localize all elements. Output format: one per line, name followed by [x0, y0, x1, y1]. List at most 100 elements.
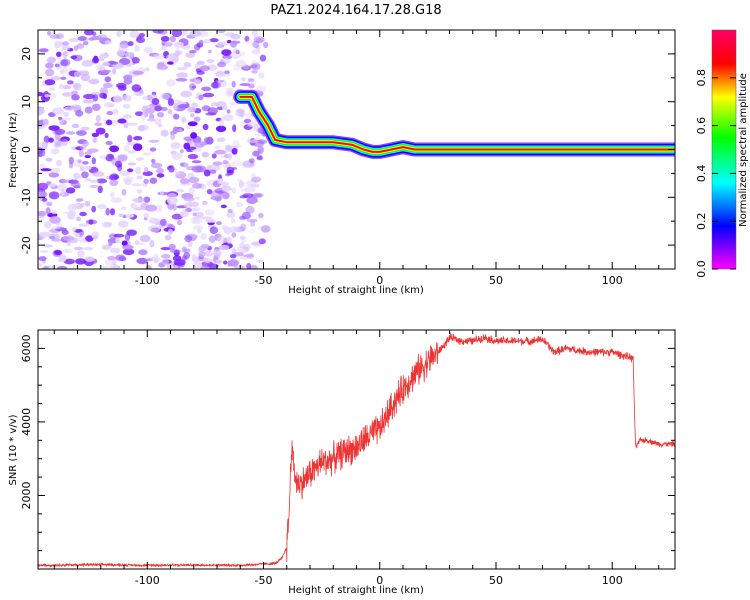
spectrogram-noise-blob [225, 173, 231, 177]
spectrogram-y-ticks: -20 -10 0 10 20 [20, 29, 675, 270]
spectrogram-noise-blob [149, 177, 158, 184]
spectrogram-noise-blob [237, 178, 242, 182]
snr-y-tick-label: 2000 [20, 481, 33, 509]
spectrogram-noise-blob [239, 195, 249, 199]
spectrogram-noise-blob [156, 173, 165, 178]
spectrogram-noise-blob [143, 46, 154, 54]
spectrogram-noise-blob [157, 112, 165, 118]
spectrogram-noise-blob [78, 223, 90, 227]
spectrogram-noise-blob [159, 190, 164, 196]
spectrogram-noise-blob [222, 114, 234, 122]
spectrogram-noise-blob [38, 147, 44, 155]
spectrogram-noise-blob [227, 209, 233, 213]
spectrogram-noise-blob [134, 111, 144, 117]
spectrogram-noise-blob [173, 41, 184, 48]
spectrogram-noise-blob [259, 54, 267, 62]
spectrogram-noise-blob [242, 160, 251, 169]
spectrogram-noise-blob [119, 170, 131, 176]
spectrogram-noise-blob [198, 39, 204, 45]
spectrogram-noise-blob [238, 51, 245, 57]
spectrogram-noise-blob [145, 107, 155, 114]
spectrogram-noise-blob [127, 134, 133, 143]
spectrogram-noise-blob [148, 217, 159, 224]
spectrogram-noise-blob [212, 161, 223, 166]
spectrogram-noise-blob [130, 203, 138, 209]
spectrogram-noise-blob [236, 202, 244, 207]
spectrogram-noise-blob [53, 250, 62, 256]
spectrogram-noise-blob [102, 82, 113, 89]
spectrogram-noise-blob [246, 80, 257, 85]
spectrogram-noise-blob [230, 40, 237, 48]
spectrogram-noise-blob [252, 150, 260, 157]
spectrogram-noise-blob [183, 62, 192, 68]
spectrogram-noise-blob [106, 110, 114, 116]
spectrogram-noise-blob [80, 73, 91, 82]
spectrogram-noise-blob [160, 218, 167, 227]
spectrogram-noise-blob [80, 203, 85, 208]
spectrogram-noise-blob [121, 189, 127, 196]
spectrogram-noise-blob [108, 175, 114, 181]
spectrogram-noise-blob [209, 38, 219, 43]
spectrogram-noise-blob [249, 179, 259, 184]
spectrogram-noise-blob [62, 51, 69, 57]
spectrogram-noise-blob [147, 118, 156, 122]
spectrogram-noise-blob [214, 149, 227, 155]
spectrogram-noise-blob [197, 228, 202, 234]
spectrogram-noise-blob [56, 265, 68, 269]
spectrogram-noise-blob [198, 94, 204, 101]
spectrogram-noise-blob [82, 161, 89, 165]
spectrogram-noise-blob [239, 256, 249, 260]
snr-y-ticks: 2000 4000 6000 [20, 329, 675, 570]
spectrogram-noise-blob [95, 127, 106, 135]
spectrogram-noise-blob [191, 102, 198, 108]
spectrogram-noise-blob [77, 159, 82, 164]
spectrogram-noise-blob [120, 206, 127, 211]
spectrogram-noise-blob [224, 70, 230, 75]
spectrogram-noise-blob [38, 215, 46, 219]
spectrogram-noise-blob [177, 219, 183, 226]
spectrogram-noise-blob [113, 233, 125, 238]
spectrogram-noise-blob [81, 171, 89, 179]
spectrogram-noise-blob [109, 179, 119, 186]
spectrogram-noise-blob [175, 171, 180, 176]
spectrogram-noise-blob [104, 132, 109, 138]
spectrogram-noise-blob [136, 189, 143, 194]
spectrogram-noise-blob [132, 70, 144, 75]
spectrogram-noise-blob [258, 212, 264, 219]
spectrogram-noise-blob [256, 259, 264, 264]
colorbar-frame [711, 29, 737, 270]
spectrogram-ridge [233, 89, 675, 159]
spectrogram-noise-blob [224, 144, 232, 152]
spectrogram-noise-blob [72, 83, 80, 89]
spectrogram-noise-blob [231, 80, 236, 88]
spectrogram-noise-blob [204, 250, 213, 257]
spectrogram-noise-blob [238, 180, 244, 189]
spectrogram-noise-blob [108, 241, 113, 247]
spectrogram-noise-blob [179, 178, 190, 185]
spectrogram-noise-blob [82, 247, 94, 251]
spectrogram-noise-blob [177, 128, 183, 132]
spectrogram-noise-blob [96, 178, 108, 184]
spectrogram-noise-blob [229, 226, 239, 233]
spectrogram-noise-blob [119, 58, 131, 65]
spectrogram-noise-blob [110, 191, 115, 199]
spectrogram-noise-blob [240, 188, 249, 193]
spectrogram-noise-blob [38, 142, 43, 147]
spectrogram-noise-blob [62, 117, 72, 121]
spectrogram-noise-blob [45, 157, 53, 162]
spectrogram-noise-blob [173, 258, 186, 266]
spectrogram-noise-blob [189, 50, 197, 54]
spectrogram-noise-blob [112, 174, 120, 180]
spectrogram-noise-blob [139, 234, 151, 243]
snr-panel: -100 -50 0 50 100 2000 4000 6000 Height of str… [8, 329, 676, 596]
spectrogram-noise-blob [161, 253, 171, 259]
snr-x-tick-label: -100 [135, 574, 160, 587]
spectrogram-noise-blob [249, 64, 258, 69]
spectrogram-noise-blob [118, 85, 127, 91]
spectrogram-noise-blob [70, 182, 81, 187]
spectrogram-noise-blob [56, 51, 62, 58]
spectrogram-noise-blob [127, 162, 137, 166]
spectrogram-noise-blob [99, 87, 109, 95]
spectrogram-noise-blob [75, 110, 84, 117]
spectrogram-noise-blob [253, 242, 261, 248]
